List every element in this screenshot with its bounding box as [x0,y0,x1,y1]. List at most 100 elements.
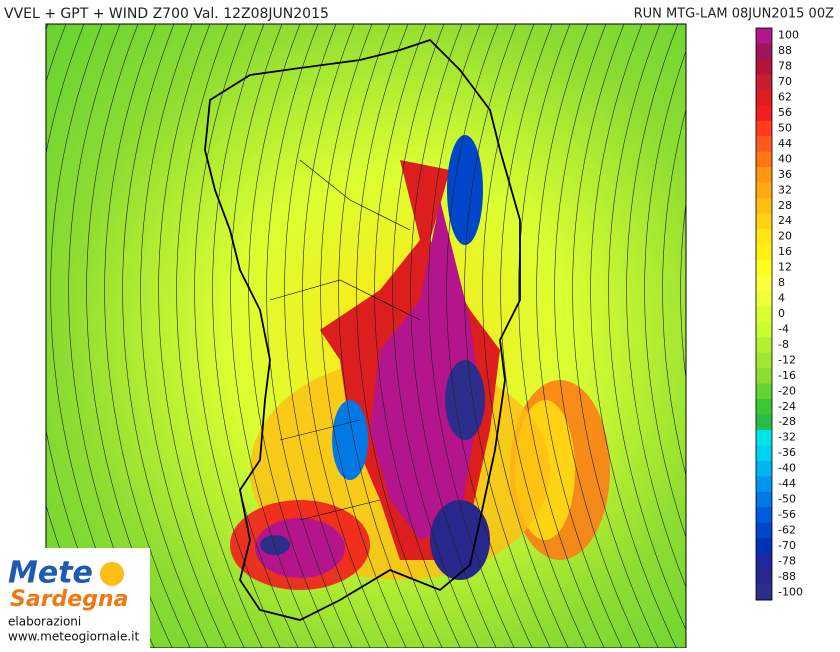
field [445,360,485,440]
streamline [644,50,686,539]
colorbar-label: -100 [778,585,803,598]
colorbar-swatch [756,538,772,555]
streamline [302,24,389,648]
colorbar-label: 70 [778,75,792,88]
field [332,400,368,480]
colorbar-swatch [756,275,772,292]
streamline [338,24,425,648]
streamline [194,24,281,648]
colorbar-swatch [756,399,772,415]
colorbar-label: -88 [778,570,796,583]
colorbar-frame [755,27,773,601]
colorbar-swatch [756,491,772,508]
colorbar-swatch [756,429,772,446]
colorbar-label: 50 [778,121,792,134]
colorbar-swatch [756,337,772,354]
colorbar-label: 24 [778,214,792,227]
streamline [176,24,263,648]
colorbar-swatch [756,89,772,106]
logo-box [0,548,150,648]
colorbar-swatch [756,74,772,91]
colorbar-swatch [756,290,772,307]
colorbar-label: 100 [778,29,799,42]
colorbar-swatch [756,105,772,122]
streamline [608,24,686,631]
streamline [374,24,461,648]
colorbar-swatch [756,476,772,493]
colorbar-swatch [756,306,772,323]
streamline [482,24,569,648]
streamline [446,24,533,648]
logo-caption: elaborazioni [8,615,81,629]
colorbar-swatch [756,569,772,586]
colorbar-label: -62 [778,523,796,536]
colorbar-swatch [756,460,772,477]
streamline [104,24,191,648]
colorbar-label: -40 [778,462,796,475]
colorbar-swatch [756,244,772,261]
colorbar-label: -50 [778,493,796,506]
colorbar-label: -56 [778,508,796,521]
colorbar-swatch [756,213,772,230]
field [370,200,480,540]
colorbar-label: 88 [778,44,792,57]
colorbar-swatch [756,368,772,385]
streamline [158,24,245,648]
streamline [536,24,623,648]
logo-brand: Mete [8,556,93,591]
colorbar-label: -70 [778,539,796,552]
colorbar-label: 8 [778,276,785,289]
colorbar-swatch [756,553,772,570]
field [430,500,490,580]
colorbar-swatch [756,383,772,400]
streamline [590,24,677,648]
field [447,135,483,245]
streamline [680,201,686,381]
run-label: RUN MTG-LAM 08JUN2015 00Z [634,7,834,22]
colorbar-label: 44 [778,137,792,150]
colorbar-label: 16 [778,245,792,258]
colorbar-swatch [756,43,772,60]
colorbar-swatch [756,352,772,369]
logo-region: Sardegna [10,587,128,612]
colorbar-label: -36 [778,446,796,459]
streamline [230,24,317,648]
colorbar-swatch [756,28,772,44]
colorbar-label: -16 [778,369,796,382]
streamline [518,24,605,648]
colorbar-label: -44 [778,477,796,490]
wind-streamlines [46,24,686,648]
colorbar-swatch [756,321,772,338]
streamline [572,24,659,648]
colorbar-swatch [756,584,772,601]
colorbar-swatch [756,414,772,431]
field [255,518,345,578]
streamline [284,24,371,648]
province-borders [269,159,421,521]
colorbar-swatch [756,182,772,199]
colorbar-label: -28 [778,415,796,428]
colorbar-swatch [756,58,772,75]
coastline [204,38,521,621]
colorbar-label: -20 [778,384,796,397]
colorbar-label: 56 [778,106,792,119]
streamline [428,24,515,648]
colorbar-swatch [756,198,772,215]
streamline [392,24,479,648]
streamline [554,24,641,648]
colorbar-swatch [756,120,772,137]
colorbar-swatch [756,167,772,184]
colorbar-label: 36 [778,168,792,181]
colorbar-label: 4 [778,292,785,305]
streamline [140,24,227,648]
colorbar-swatch [756,136,772,153]
colorbar-label: 28 [778,199,792,212]
map [46,24,686,648]
field [260,535,290,555]
streamline [410,24,497,648]
colorbar-label: 62 [778,91,792,104]
colorbar-label: 20 [778,230,792,243]
colorbar-label: -24 [778,400,796,413]
colorbar-swatch [756,151,772,168]
